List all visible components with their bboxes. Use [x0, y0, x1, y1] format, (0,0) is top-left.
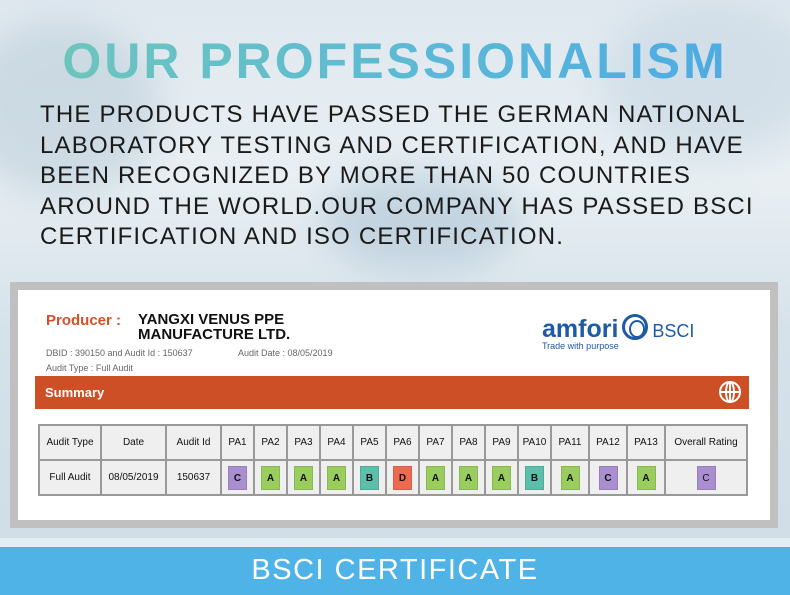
audit-type: Audit Type : Full Audit	[46, 363, 133, 373]
cell-pa8: A	[451, 459, 486, 496]
column-header: PA10	[517, 424, 552, 461]
column-header: Date	[100, 424, 167, 461]
column-header: PA11	[550, 424, 590, 461]
column-header: Audit Id	[165, 424, 222, 461]
cell-audit-type: Full Audit	[38, 459, 102, 496]
rating-badge: B	[525, 465, 544, 490]
cell-pa2: A	[253, 459, 288, 496]
producer-name: YANGXI VENUS PPE MANUFACTURE LTD.	[138, 312, 290, 342]
cell-pa9: A	[484, 459, 519, 496]
column-header: PA9	[484, 424, 519, 461]
cell-pa1: C	[220, 459, 255, 496]
cell-pa4: A	[319, 459, 354, 496]
globe-icon	[719, 381, 741, 403]
cell-pa12: C	[588, 459, 628, 496]
banner-strip	[0, 538, 790, 547]
column-header: PA8	[451, 424, 486, 461]
certificate-banner: BSCI CERTIFICATE	[0, 547, 790, 595]
cell-date: 08/05/2019	[100, 459, 167, 496]
column-header: PA12	[588, 424, 628, 461]
producer-label: Producer :	[46, 312, 122, 329]
logo-brand: amfori	[542, 315, 619, 343]
column-header: PA5	[352, 424, 387, 461]
rating-badge: C	[696, 465, 716, 490]
audit-table: Audit Type Date Audit Id PA1 PA2 PA3 PA4 PA5 PA6…	[38, 424, 748, 496]
cell-pa6: D	[385, 459, 420, 496]
column-header: PA1	[220, 424, 255, 461]
column-header: Overall Rating	[664, 424, 748, 461]
page-title: OUR PROFESSIONALISM	[0, 32, 790, 90]
amfori-ring-icon	[622, 314, 649, 340]
column-header: PA6	[385, 424, 420, 461]
column-header: PA13	[626, 424, 666, 461]
rating-badge: A	[261, 465, 280, 490]
rating-badge: A	[492, 465, 511, 490]
amfori-bsci-logo: amfori BSCI Trade with purpose	[542, 314, 694, 351]
rating-badge: A	[294, 465, 313, 490]
cell-pa5: B	[352, 459, 387, 496]
logo-suffix: BSCI	[652, 321, 695, 341]
cell-pa13: A	[626, 459, 666, 496]
summary-bar: Summary	[35, 376, 749, 409]
producer-name-line2: MANUFACTURE LTD.	[138, 326, 291, 343]
cell-pa11: A	[550, 459, 590, 496]
column-header: PA7	[418, 424, 453, 461]
producer-name-line1: YANGXI VENUS PPE	[138, 311, 285, 328]
description: THE PRODUCTS HAVE PASSED THE GERMAN NATI…	[40, 101, 754, 250]
cell-pa10: B	[517, 459, 552, 496]
logo-tagline: Trade with purpose	[542, 341, 619, 351]
audit-date: Audit Date : 08/05/2019	[238, 348, 333, 358]
rating-badge: A	[426, 465, 445, 490]
rating-badge: A	[459, 465, 478, 490]
column-header: PA4	[319, 424, 354, 461]
cell-audit-id: 150637	[165, 459, 222, 496]
table-header-row: Audit Type Date Audit Id PA1 PA2 PA3 PA4 PA5 PA6…	[38, 424, 748, 461]
summary-label: Summary	[45, 385, 105, 400]
dbid: DBID : 390150 and Audit Id : 150637	[46, 348, 193, 358]
rating-badge: A	[636, 465, 656, 490]
column-header: PA3	[286, 424, 321, 461]
column-header: Audit Type	[38, 424, 102, 461]
cell-pa3: A	[286, 459, 321, 496]
rating-badge: D	[393, 465, 412, 490]
column-header: PA2	[253, 424, 288, 461]
rating-badge: C	[598, 465, 618, 490]
rating-badge: B	[360, 465, 379, 490]
bsci-certificate-card: Producer : YANGXI VENUS PPE MANUFACTURE …	[10, 282, 778, 528]
cell-overall-rating: C	[664, 459, 748, 496]
cell-pa7: A	[418, 459, 453, 496]
rating-badge: C	[228, 465, 247, 490]
rating-badge: A	[560, 465, 580, 490]
rating-badge: A	[327, 465, 346, 490]
